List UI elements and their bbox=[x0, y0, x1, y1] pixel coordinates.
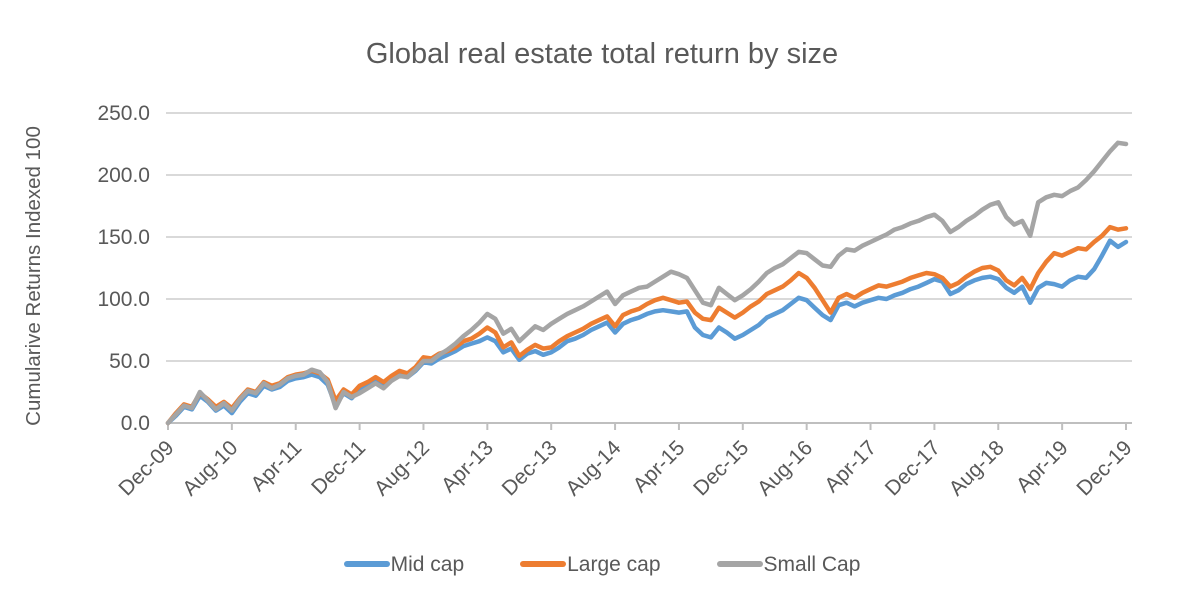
y-tick-label: 200.0 bbox=[97, 164, 150, 187]
gridlines bbox=[166, 112, 1132, 362]
large-cap-line-swatch-icon bbox=[520, 561, 567, 567]
x-tick-label: Dec-15 bbox=[689, 436, 753, 500]
x-tick-label: Apr-17 bbox=[820, 436, 881, 497]
series-line-large-cap[interactable] bbox=[165, 224, 1129, 426]
x-tick-label: Dec-11 bbox=[307, 436, 370, 499]
legend-label: Mid cap bbox=[390, 552, 465, 576]
x-tick-labels: Dec-09 Aug-10 Apr-11 Dec-11 Aug-12 Apr-13 Dec-… bbox=[114, 436, 1136, 500]
x-axis bbox=[166, 422, 1132, 430]
legend-item-small-cap[interactable]: Small Cap bbox=[716, 552, 861, 576]
legend-item-large-cap[interactable]: Large cap bbox=[520, 552, 661, 576]
series-lines bbox=[165, 140, 1129, 426]
series-line-small-cap[interactable] bbox=[165, 140, 1129, 426]
legend-label: Small Cap bbox=[763, 552, 861, 576]
x-tick-label: Dec-09 bbox=[114, 436, 178, 500]
y-tick-label: 100.0 bbox=[97, 288, 150, 311]
x-tick-label: Aug-18 bbox=[945, 436, 1009, 500]
x-tick-label: Apr-19 bbox=[1012, 436, 1073, 497]
y-tick-label: 50.0 bbox=[109, 350, 150, 373]
small-cap-line-swatch-icon bbox=[716, 561, 763, 567]
y-tick-label: 250.0 bbox=[97, 102, 150, 125]
x-tick-label: Aug-10 bbox=[178, 436, 242, 500]
y-tick-labels: 0.0 50.0 100.0 150.0 200.0 250.0 bbox=[97, 102, 150, 435]
chart-legend: Mid cap Large cap Small Cap bbox=[0, 544, 1204, 584]
x-tick-label: Aug-12 bbox=[370, 436, 434, 500]
legend-item-mid-cap[interactable]: Mid cap bbox=[343, 552, 465, 576]
x-tick-label: Aug-16 bbox=[753, 436, 817, 500]
x-tick-label: Dec-17 bbox=[881, 436, 945, 500]
x-tick-label: Apr-13 bbox=[437, 436, 498, 497]
legend-label: Large cap bbox=[567, 552, 661, 576]
x-tick-label: Dec-13 bbox=[498, 436, 562, 500]
x-tick-label: Dec-19 bbox=[1072, 436, 1136, 500]
x-tick-label: Apr-15 bbox=[629, 436, 690, 497]
x-tick-label: Apr-11 bbox=[247, 436, 307, 496]
mid-cap-line-swatch-icon bbox=[343, 561, 390, 567]
y-axis-title: Cumularive Returns Indexed 100 bbox=[22, 126, 45, 426]
y-tick-label: 150.0 bbox=[97, 226, 150, 249]
chart-title: Global real estate total return by size bbox=[366, 38, 838, 70]
y-tick-label: 0.0 bbox=[121, 412, 150, 435]
x-tick-label: Aug-14 bbox=[561, 436, 625, 500]
